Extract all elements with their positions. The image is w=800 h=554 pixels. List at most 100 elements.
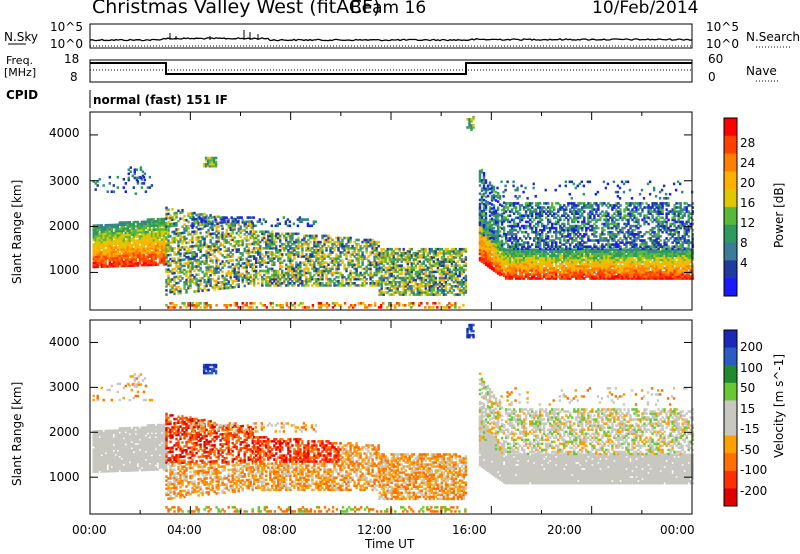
power-cell [169,284,172,288]
power-cell [278,222,281,226]
power-cell [396,247,399,251]
power-cell [380,291,383,294]
power-cell [110,250,113,254]
power-cell [349,240,352,244]
power-cell [167,249,170,253]
power-cell [209,267,212,271]
power-cell [508,256,512,260]
power-cell [480,250,484,253]
power-cell [321,271,324,275]
power-cell [277,259,280,262]
power-cell [124,182,127,185]
power-cell [98,234,101,238]
power-cell [450,256,454,259]
power-cell [424,291,427,294]
power-cell [124,190,127,193]
power-cell [303,242,306,246]
power-cell [173,284,176,287]
power-cell [277,273,280,277]
power-cell [359,249,362,252]
power-cell [386,250,389,253]
power-cell [486,242,490,245]
power-cell [305,277,308,281]
power-cell [339,271,342,275]
power-cell [179,238,182,241]
power-cell [563,254,566,258]
power-cell [247,276,250,279]
power-cell [400,264,403,267]
power-cell [165,285,168,288]
power-cell [148,261,152,265]
power-cell [267,247,270,250]
power-cell [273,280,276,283]
power-cell [448,302,451,305]
power-cell [167,282,170,286]
power-cell [418,256,421,259]
power-cell [128,264,131,267]
power-cell [514,269,518,272]
power-cell [301,255,304,258]
power-cell [225,274,228,277]
power-cell [408,266,411,270]
power-cell [510,266,514,270]
power-cell [189,261,192,265]
power-cell [345,282,348,285]
power-cell [535,277,538,280]
power-cell [329,277,332,281]
power-cell [337,282,340,285]
power-cell [377,240,380,244]
power-cell [199,262,202,266]
power-cell [179,306,182,309]
power-cell [136,235,140,238]
power-cell [215,230,218,233]
power-cell [175,263,178,266]
power-cell [257,271,260,275]
power-cell [229,232,232,236]
power-cell [484,240,488,244]
power-cell [390,285,393,288]
power-cell [406,254,409,257]
power-cell [247,249,250,252]
power-cell [444,274,448,278]
power-cell [227,232,230,236]
power-cell [183,231,186,235]
power-cell [434,270,437,274]
power-cell [452,264,456,267]
power-cell [539,260,542,264]
power-cell [480,221,484,224]
power-cell [390,252,393,255]
power-cell [160,221,164,225]
power-cell [565,258,568,262]
power-cell [169,270,172,273]
power-cell [289,269,292,273]
power-cell [120,244,123,247]
power-cell [215,269,218,272]
power-cell [237,283,240,286]
power-cell [375,263,378,267]
power-cell [303,238,306,242]
power-cell [285,277,288,281]
power-cell [478,236,482,239]
power-cell [114,260,117,264]
power-cell [400,280,403,284]
power-cell [444,293,448,296]
power-cell [233,228,236,231]
power-cell [458,287,462,290]
power-cell [279,253,282,256]
power-cell [462,270,466,274]
power-cell [329,271,332,275]
power-cell [227,304,230,307]
power-cell [359,271,362,275]
power-cell [261,257,264,260]
power-cell [277,284,280,287]
power-cell [444,260,448,263]
power-cell [323,234,326,238]
power-cell [355,267,358,271]
power-cell [299,255,302,258]
power-cell [335,271,338,275]
power-cell [492,263,496,266]
power-cell [363,240,366,244]
power-cell [250,216,253,219]
power-cell [167,268,170,271]
power-cell [375,255,378,258]
